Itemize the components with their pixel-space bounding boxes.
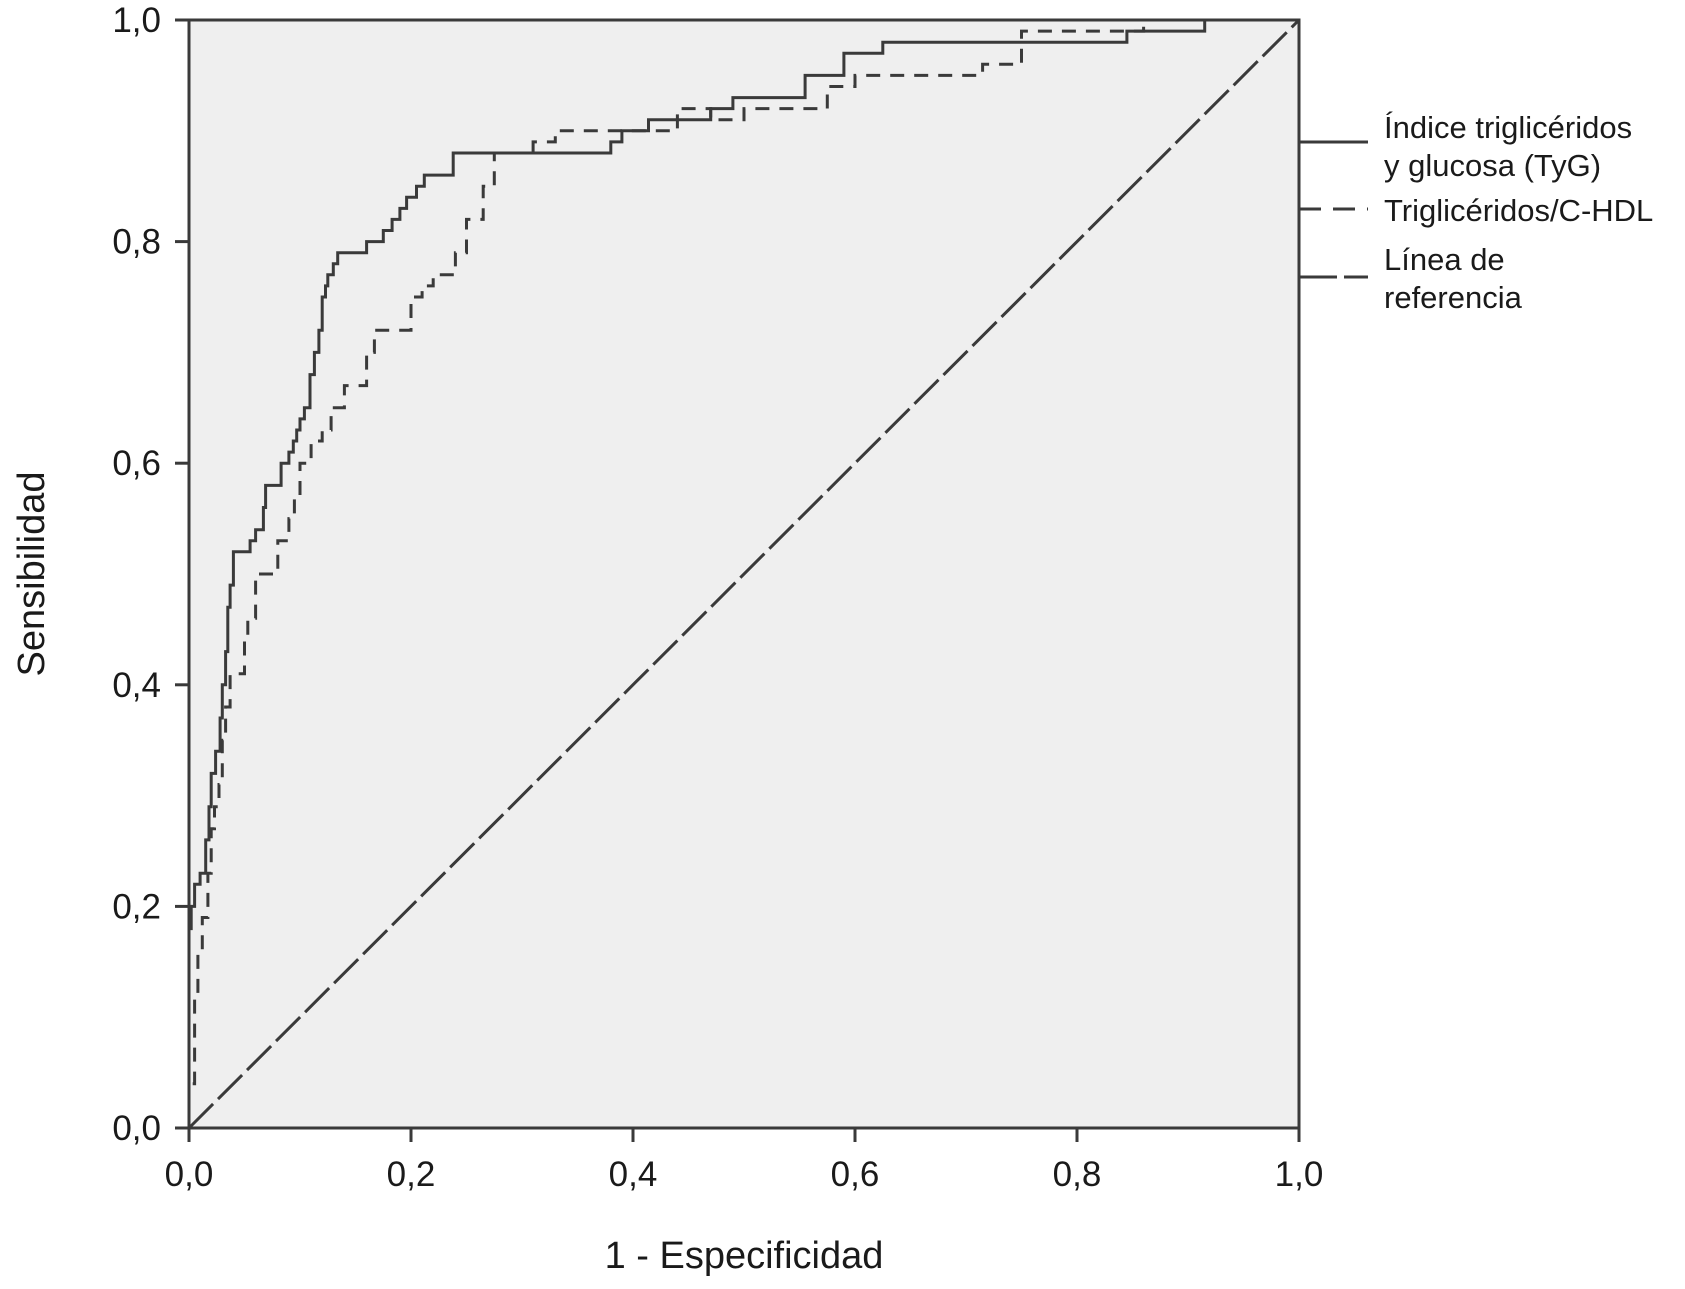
x-tick-label: 0,8 [1053, 1155, 1102, 1194]
x-tick-label: 0,6 [831, 1155, 880, 1194]
legend: Índice triglicéridos y glucosa (TyG) Trigl… [1299, 110, 1653, 315]
legend-label: Triglicéridos/C-HDL [1384, 193, 1653, 228]
y-tick-label: 0,4 [112, 666, 161, 705]
legend-label: Índice triglicéridos y glucosa (TyG) [1384, 110, 1632, 183]
series-line-indice-trigliceridos-y-glucosa-tyg [187, 18, 1299, 1128]
y-tick-label: 0,2 [112, 887, 161, 926]
plot-frame [187, 18, 1301, 1130]
series-line-linea-de-referencia [187, 18, 1301, 1130]
x-tick-label: 0,0 [165, 1155, 214, 1194]
x-tick-label: 1,0 [1275, 1155, 1324, 1194]
series-line-trigliceridos-c-hdl [187, 18, 1299, 1128]
x-tick-label: 0,2 [387, 1155, 436, 1194]
legend-label: Línea de referencia [1384, 242, 1523, 315]
x-tick-label: 0,4 [609, 1155, 658, 1194]
legend-item-linea-de-referencia: Línea de referencia [1299, 242, 1523, 315]
y-tick-label: 0,8 [112, 223, 161, 262]
y-tick-label: 1,0 [112, 1, 161, 40]
plot-area [187, 18, 1301, 1130]
legend-item-trigliceridos-c-hdl: Triglicéridos/C-HDL [1299, 193, 1653, 228]
axes: 0,0 0,2 0,4 0,6 0,8 1,0 0,0 0,2 0,4 0,6 0,8 1,0 [112, 1, 1323, 1194]
legend-item-indice-trigliceridos-y-glucosa-tyg: Índice triglicéridos y glucosa (TyG) [1299, 110, 1632, 183]
y-tick-label: 0,6 [112, 444, 161, 483]
y-tick-label: 0,0 [112, 1109, 161, 1148]
y-axis-title: Sensibilidad [11, 472, 53, 677]
x-axis-title: 1 - Especificidad [605, 1235, 884, 1277]
